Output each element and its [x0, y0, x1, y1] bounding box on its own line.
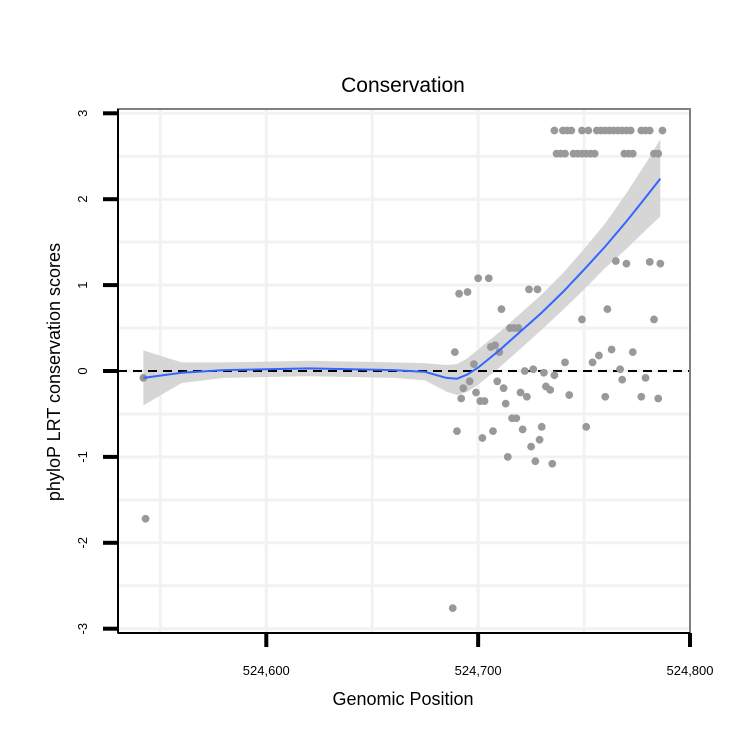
data-point — [512, 414, 521, 423]
data-point — [561, 149, 569, 158]
data-point — [455, 289, 463, 298]
data-point — [550, 126, 559, 135]
plot-panel — [117, 108, 691, 634]
data-point — [578, 126, 586, 135]
data-point — [470, 360, 478, 369]
y-tick-label: -1 — [75, 451, 90, 463]
data-point — [465, 377, 474, 386]
data-point — [535, 435, 544, 444]
data-point — [641, 373, 650, 382]
x-axis-title: Genomic Position — [332, 689, 473, 709]
y-tick-label: 3 — [75, 110, 90, 117]
data-point — [637, 392, 646, 401]
y-tick-label: -3 — [75, 623, 90, 635]
y-axis-title: phyloP LRT conservation scores — [44, 243, 64, 501]
data-point — [448, 604, 457, 612]
data-point — [459, 384, 468, 393]
data-point — [478, 434, 487, 442]
data-point — [658, 126, 667, 135]
data-point — [489, 427, 497, 436]
data-point — [539, 368, 548, 377]
x-tick-label: 524,800 — [667, 663, 714, 678]
chart-title: Conservation — [341, 74, 465, 97]
data-point — [616, 365, 624, 374]
data-point — [484, 274, 493, 283]
data-point — [527, 442, 536, 451]
data-point — [529, 365, 538, 374]
data-point — [590, 149, 599, 158]
data-point — [520, 367, 529, 375]
data-point — [628, 348, 637, 357]
data-point — [567, 126, 576, 135]
x-tick-label: 524,700 — [455, 663, 502, 678]
data-point — [472, 388, 480, 397]
y-axis: -3 -2 -1 0 1 2 3 — [75, 109, 119, 635]
smooth-trend-line — [143, 177, 662, 380]
data-point — [501, 399, 510, 408]
data-point — [525, 285, 533, 294]
data-point — [548, 459, 557, 468]
data-point — [546, 385, 555, 394]
data-point — [503, 453, 512, 461]
data-point — [495, 348, 504, 357]
data-point — [603, 305, 612, 314]
data-point — [561, 358, 569, 367]
data-point — [533, 285, 542, 294]
data-point — [550, 371, 559, 380]
data-point — [514, 324, 523, 332]
y-tick-label: -2 — [75, 537, 90, 549]
data-point — [463, 288, 472, 296]
data-point — [578, 315, 586, 324]
data-point — [450, 348, 459, 357]
data-point — [645, 126, 654, 135]
data-point — [480, 397, 489, 405]
data-points — [139, 126, 667, 612]
data-point — [645, 258, 654, 266]
confidence-band — [143, 139, 661, 406]
data-point — [499, 384, 508, 393]
data-point — [607, 345, 616, 354]
data-point — [497, 305, 506, 314]
data-point — [626, 126, 635, 135]
data-point — [588, 358, 597, 367]
data-point — [531, 457, 540, 466]
data-point — [611, 257, 620, 265]
data-point — [628, 149, 637, 158]
data-point — [141, 514, 150, 523]
data-point — [491, 341, 499, 350]
data-point — [618, 375, 627, 384]
data-point — [595, 351, 603, 360]
data-point — [565, 391, 574, 399]
data-point — [584, 126, 593, 135]
data-point — [516, 388, 525, 397]
data-point — [453, 427, 461, 436]
data-point — [522, 392, 531, 401]
data-point — [457, 394, 466, 403]
y-tick-label: 0 — [75, 367, 90, 374]
data-point — [622, 259, 631, 268]
data-point — [654, 149, 663, 158]
data-point — [474, 274, 483, 283]
x-axis: 524,600 524,700 524,800 — [118, 632, 714, 678]
data-point — [654, 394, 663, 403]
y-tick-label: 1 — [75, 281, 90, 288]
data-point — [537, 422, 546, 431]
x-tick-label: 524,600 — [243, 663, 290, 678]
y-tick-label: 2 — [75, 196, 90, 203]
data-point — [601, 392, 610, 401]
data-point — [493, 377, 502, 386]
data-point — [656, 259, 665, 268]
data-point — [582, 422, 591, 431]
data-point — [650, 315, 658, 324]
data-point — [518, 425, 527, 434]
